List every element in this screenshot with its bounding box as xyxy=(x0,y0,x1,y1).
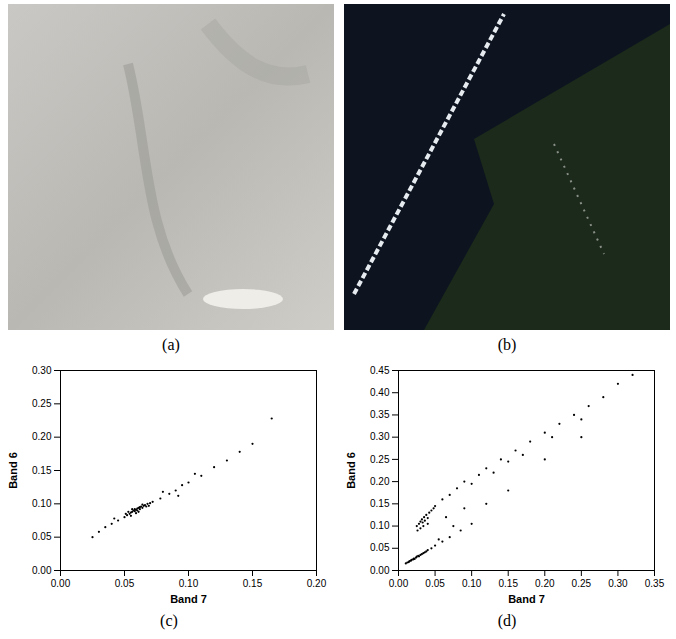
svg-text:0.40: 0.40 xyxy=(370,387,390,398)
svg-text:0.35: 0.35 xyxy=(645,578,665,589)
svg-text:0.30: 0.30 xyxy=(32,365,52,376)
svg-text:0.05: 0.05 xyxy=(32,531,52,542)
svg-text:0.00: 0.00 xyxy=(389,578,409,589)
svg-text:0.00: 0.00 xyxy=(32,565,52,576)
html-text:(b): (b) xyxy=(497,336,517,353)
html-text:(a): (a) xyxy=(162,336,180,353)
svg-text:0.00: 0.00 xyxy=(51,578,71,589)
svg-text:0.05: 0.05 xyxy=(425,578,445,589)
svg-text:Band 6: Band 6 xyxy=(345,452,357,489)
svg-text:0.20: 0.20 xyxy=(307,578,327,589)
svg-text:0.15: 0.15 xyxy=(370,498,390,509)
svg-text:0.35: 0.35 xyxy=(370,409,390,420)
svg-text:0.25: 0.25 xyxy=(32,398,52,409)
svg-text:0.25: 0.25 xyxy=(370,454,390,465)
svg-text:0.10: 0.10 xyxy=(179,578,199,589)
svg-text:0.10: 0.10 xyxy=(370,520,390,531)
svg-text:0.15: 0.15 xyxy=(498,578,518,589)
svg-text:0.00: 0.00 xyxy=(370,565,390,576)
svg-text:0.20: 0.20 xyxy=(535,578,555,589)
svg-text:Band 6: Band 6 xyxy=(7,452,19,489)
svg-text:0.05: 0.05 xyxy=(370,542,390,553)
svg-text:Band 7: Band 7 xyxy=(170,593,207,605)
svg-text:0.30: 0.30 xyxy=(370,431,390,442)
svg-text:0.20: 0.20 xyxy=(370,476,390,487)
svg-text:0.05: 0.05 xyxy=(115,578,135,589)
svg-text:0.10: 0.10 xyxy=(32,498,52,509)
svg-text:0.15: 0.15 xyxy=(32,465,52,476)
svg-text:0.10: 0.10 xyxy=(462,578,482,589)
svg-text:Band 7: Band 7 xyxy=(508,593,545,605)
svg-text:0.15: 0.15 xyxy=(243,578,263,589)
html-text:(d): (d) xyxy=(497,612,517,629)
html-text:(c): (c) xyxy=(160,612,178,629)
svg-text:0.20: 0.20 xyxy=(32,431,52,442)
svg-text:0.25: 0.25 xyxy=(572,578,592,589)
svg-text:0.45: 0.45 xyxy=(370,365,390,376)
svg-text:0.30: 0.30 xyxy=(608,578,628,589)
